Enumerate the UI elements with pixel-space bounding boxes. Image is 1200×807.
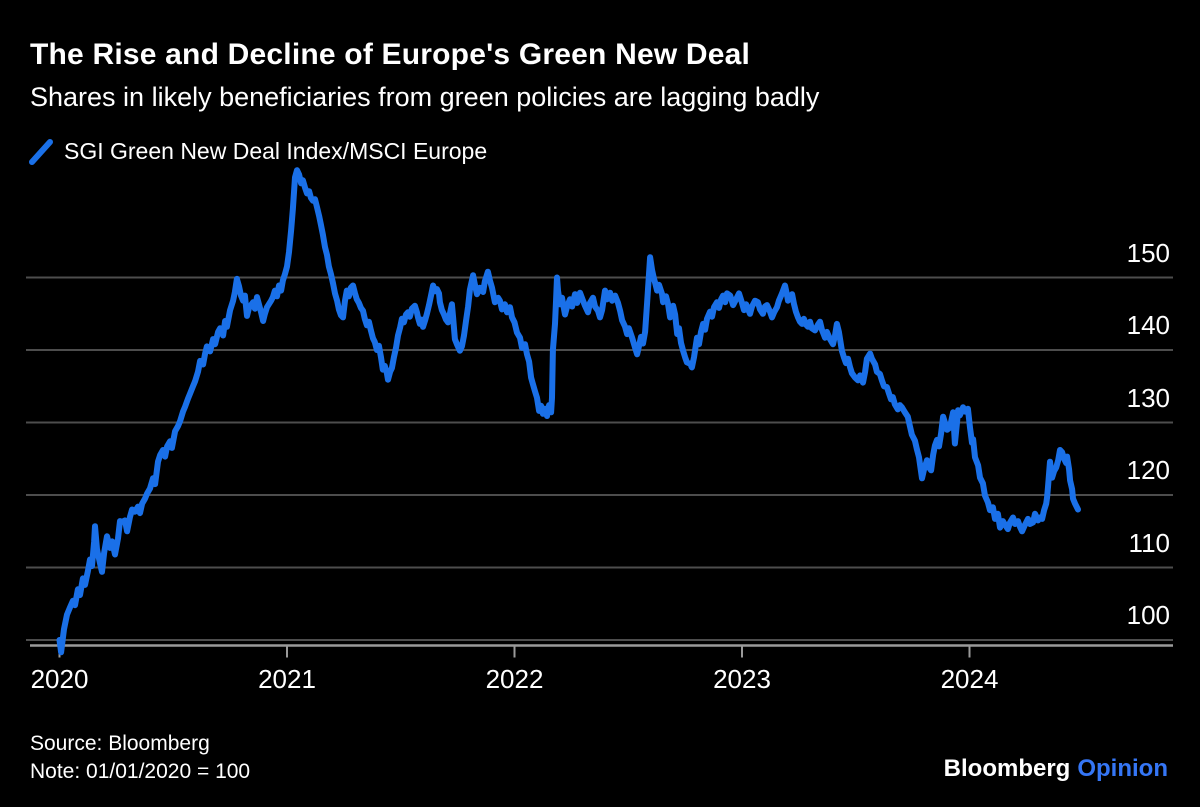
source-note: Source: Bloomberg Note: 01/01/2020 = 100 bbox=[30, 730, 250, 786]
y-axis-label-130: 130 bbox=[1126, 382, 1170, 413]
bloomberg-wordmark: Bloomberg bbox=[943, 755, 1071, 782]
y-axis-label-140: 140 bbox=[1126, 310, 1170, 340]
x-axis-label-2023: 2023 bbox=[713, 664, 771, 694]
y-axis-label-100: 100 bbox=[1126, 600, 1170, 630]
chart-title: The Rise and Decline of Europe's Green N… bbox=[30, 38, 751, 71]
y-axis-label-120: 120 bbox=[1126, 455, 1170, 485]
series-line bbox=[56, 167, 1081, 656]
y-axis-label-150: 150 bbox=[1126, 237, 1170, 268]
legend-label: SGI Green New Deal Index/MSCI Europe bbox=[64, 138, 488, 164]
source-text: Source: Bloomberg bbox=[30, 732, 210, 755]
opinion-wordmark: Opinion bbox=[1077, 755, 1168, 782]
chart-subtitle: Shares in likely beneficiaries from gree… bbox=[30, 82, 820, 112]
legend: SGI Green New Deal Index/MSCI Europe bbox=[28, 138, 487, 165]
x-axis-label-2021: 2021 bbox=[258, 664, 316, 694]
legend-slash-icon bbox=[28, 138, 54, 165]
x-axis-label-2020: 2020 bbox=[30, 664, 89, 694]
note-text: Note: 01/01/2020 = 100 bbox=[30, 760, 251, 783]
bloomberg-opinion-logo: Bloomberg Opinion bbox=[944, 755, 1168, 783]
y-axis-label-110: 110 bbox=[1128, 527, 1170, 558]
x-axis-label-2024: 2024 bbox=[940, 664, 999, 694]
x-axis-label-2022: 2022 bbox=[485, 664, 544, 694]
